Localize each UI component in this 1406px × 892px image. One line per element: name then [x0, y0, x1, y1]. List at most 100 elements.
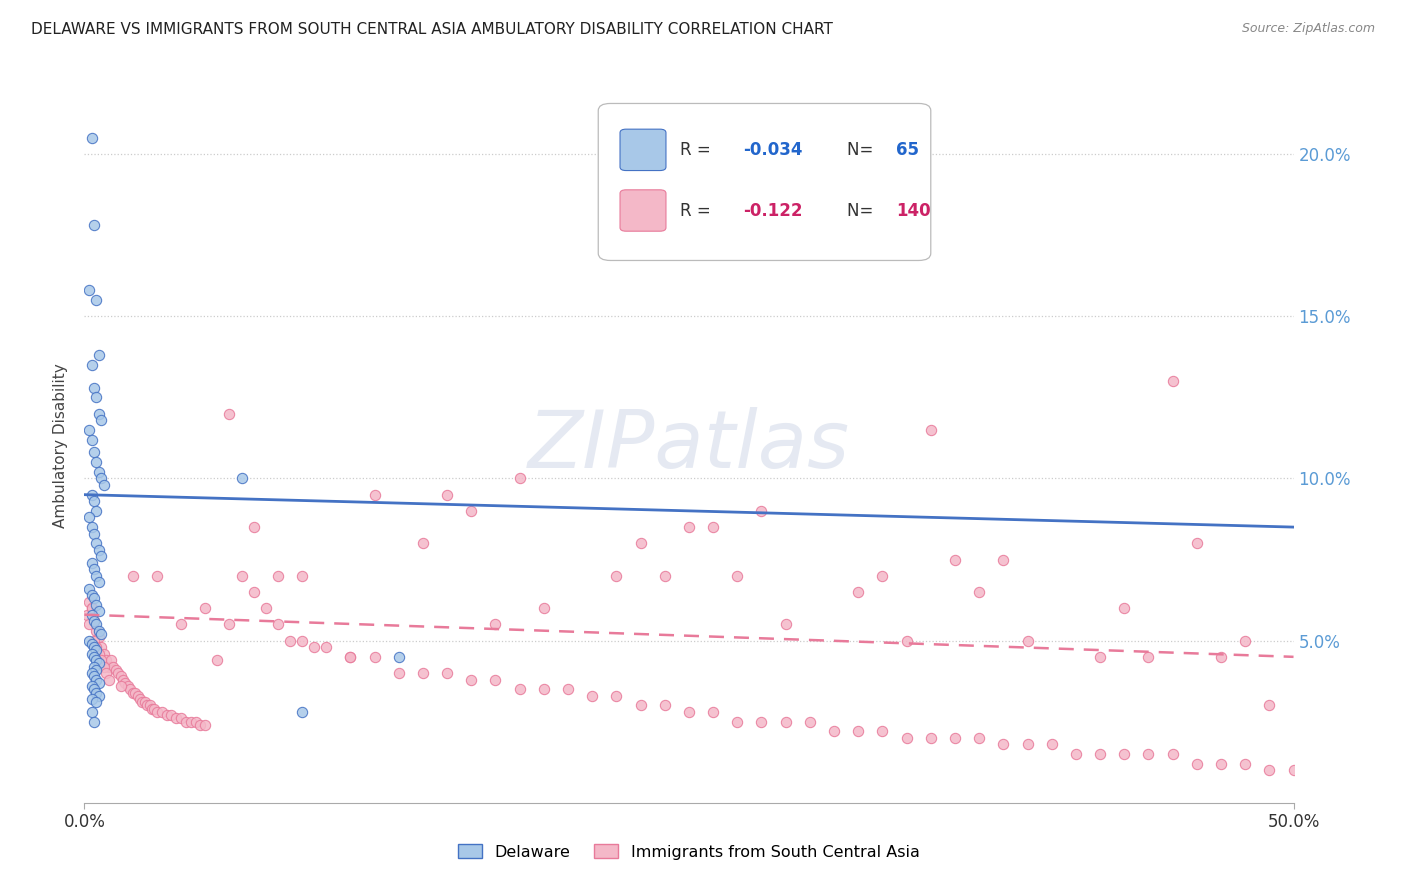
FancyBboxPatch shape [599, 103, 931, 260]
Point [80, 520, 103, 534]
Point [605, 689, 627, 703]
Point [117, 679, 139, 693]
Text: N=: N= [848, 141, 879, 159]
Point [751, 504, 773, 518]
Point [150, 705, 173, 719]
Point [339, 649, 361, 664]
Point [581, 689, 603, 703]
Text: R =: R = [681, 141, 717, 159]
Point [160, 708, 183, 723]
Point [231, 568, 253, 582]
Point [1185, 536, 1208, 550]
Point [87, 657, 110, 671]
Point [86, 685, 108, 699]
Point [1258, 698, 1281, 713]
Point [846, 585, 869, 599]
Point [242, 585, 264, 599]
Point [1088, 747, 1111, 761]
Point [83, 614, 105, 628]
Point [121, 568, 143, 582]
Point [77, 633, 100, 648]
Point [1088, 649, 1111, 664]
FancyBboxPatch shape [620, 129, 666, 170]
Point [190, 718, 212, 732]
Point [86, 617, 108, 632]
Point [80, 488, 103, 502]
Point [131, 695, 153, 709]
Point [180, 714, 202, 729]
Point [775, 714, 797, 729]
Point [725, 568, 748, 582]
Point [86, 536, 108, 550]
Point [83, 526, 105, 541]
Point [388, 666, 411, 681]
Point [136, 698, 159, 713]
Point [87, 675, 110, 690]
Point [86, 653, 108, 667]
Point [267, 568, 290, 582]
Point [143, 702, 166, 716]
Point [97, 673, 120, 687]
Point [231, 471, 253, 485]
Point [339, 649, 361, 664]
Point [218, 407, 240, 421]
Point [90, 627, 112, 641]
Point [1017, 633, 1039, 648]
Point [86, 640, 108, 654]
Point [146, 568, 169, 582]
Point [170, 711, 193, 725]
Point [80, 358, 103, 372]
Point [1209, 649, 1232, 664]
Point [943, 731, 966, 745]
Point [291, 633, 314, 648]
Point [630, 536, 652, 550]
Point [630, 698, 652, 713]
Point [100, 653, 122, 667]
Point [138, 698, 160, 713]
Point [86, 673, 108, 687]
Point [436, 488, 458, 502]
Legend: Delaware, Immigrants from South Central Asia: Delaware, Immigrants from South Central … [451, 838, 927, 866]
Point [80, 666, 103, 681]
Point [920, 423, 942, 437]
Point [165, 711, 187, 725]
Point [77, 617, 100, 632]
Point [104, 663, 127, 677]
Point [484, 617, 506, 632]
Point [80, 692, 103, 706]
Point [86, 504, 108, 518]
Point [90, 653, 112, 667]
Point [1161, 374, 1184, 388]
FancyBboxPatch shape [620, 190, 666, 231]
Point [823, 724, 845, 739]
Point [87, 465, 110, 479]
Point [83, 445, 105, 459]
Point [170, 617, 193, 632]
Point [278, 633, 301, 648]
Point [83, 219, 105, 233]
Point [90, 549, 112, 564]
Point [87, 647, 110, 661]
Point [146, 705, 169, 719]
Point [80, 637, 103, 651]
Point [83, 591, 105, 606]
Point [363, 488, 385, 502]
Point [93, 647, 115, 661]
Point [1040, 738, 1063, 752]
Point [80, 556, 103, 570]
Point [90, 471, 112, 485]
Point [155, 708, 177, 723]
Point [605, 568, 627, 582]
Point [1258, 764, 1281, 778]
Text: R =: R = [681, 202, 717, 219]
Point [86, 624, 108, 638]
Point [254, 601, 277, 615]
Point [174, 714, 197, 729]
Point [87, 575, 110, 590]
Text: -0.034: -0.034 [744, 141, 803, 159]
Point [77, 423, 100, 437]
Point [80, 679, 103, 693]
Point [194, 718, 217, 732]
Point [83, 494, 105, 508]
Point [194, 601, 217, 615]
